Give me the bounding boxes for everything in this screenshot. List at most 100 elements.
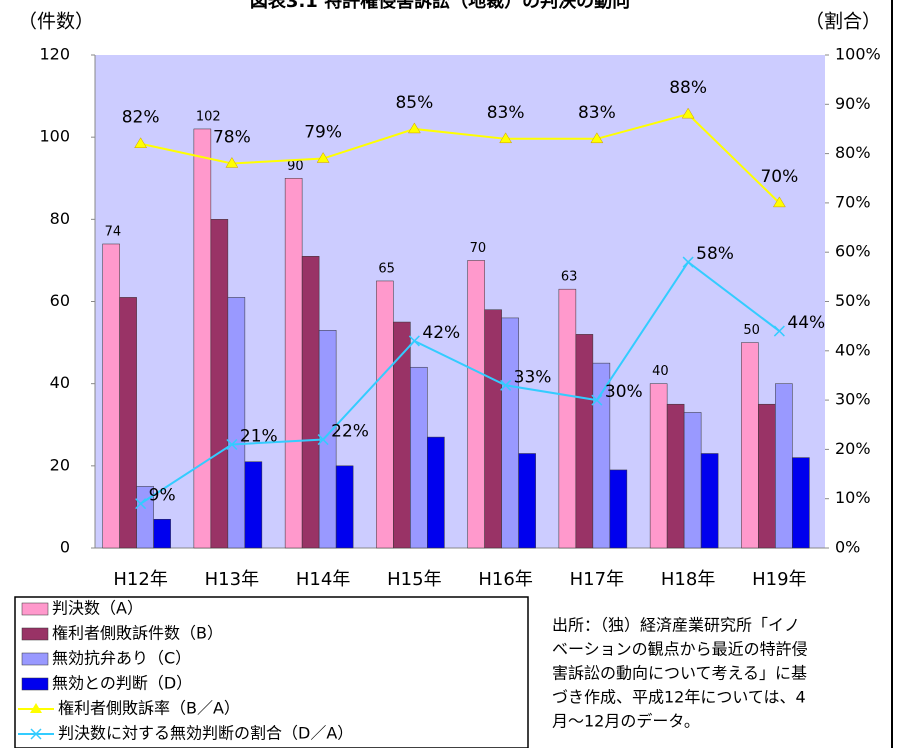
bar [376,280,394,549]
legend-label: 無効抗弁あり（C） [52,649,191,668]
y-axis-label: （件数） [18,11,94,33]
bar [119,297,137,549]
y2-tick-label: 20% [835,439,871,458]
y-tick-label: 60 [50,291,70,310]
bar [210,219,229,549]
y2-tick-label: 100% [835,45,881,64]
data-label: 63 [561,270,578,285]
bar [244,461,263,549]
data-label: 102 [196,109,221,124]
bar [700,453,719,549]
marker [407,122,421,134]
chart-title: 図表3.1 特許権侵害訴訟（地裁）の判決の動向 [250,0,630,12]
legend-marker [30,728,42,740]
data-label: 50 [743,323,760,338]
marker [500,379,512,391]
bar [284,178,303,549]
source-note: づき作成、平成12年については、4 [552,688,806,707]
marker [772,196,786,208]
y-tick-label: 100 [39,127,70,146]
bar [484,309,502,549]
x-tick-label: H17年 [570,569,624,590]
bar [136,486,154,549]
data-label: 70% [760,167,798,187]
y2-tick-label: 70% [835,192,871,211]
y2-tick-label: 10% [835,488,871,507]
data-label: 40 [652,364,669,379]
marker [773,325,785,337]
data-label: 44% [787,313,825,333]
data-label: 74 [105,224,122,239]
bar [683,412,702,549]
source-note: 害訴訟の動向について考える」に基 [552,664,807,683]
data-label: 90 [287,159,304,174]
x-tick-label: H14年 [296,569,350,590]
bar [792,457,810,549]
bar [301,256,320,549]
data-label: 88% [669,78,707,98]
bar [609,469,628,549]
legend-label: 判決数（A） [52,599,143,618]
legend-swatch [21,652,49,666]
data-label: 65 [378,261,395,276]
source-note: ベーションの観点から最近の特許侵 [552,640,808,659]
y-tick-label: 20 [50,455,70,474]
bar [393,321,411,549]
y-tick-label: 0 [60,538,70,557]
y2-tick-label: 90% [835,94,871,113]
x-tick-label: H13年 [205,569,259,590]
y-tick-label: 120 [39,45,70,64]
legend-swatch [21,677,49,691]
legend-label: 無効との判断（D） [52,674,192,693]
bar [467,260,485,549]
bar [775,383,793,549]
data-label: 9% [149,486,176,506]
legend-label: 判決数に対する無効判断の割合（D／A） [58,724,353,743]
marker [225,156,239,168]
source-note: 出所：（独）経済産業研究所「イノ [552,616,800,635]
bar [427,436,445,549]
legend-swatch [21,602,49,616]
bar [741,342,759,549]
y-tick-label: 40 [50,373,70,392]
marker [316,152,330,163]
legend-marker [30,703,42,713]
legend [14,596,529,748]
data-label: 30% [605,382,643,402]
data-label: 70 [470,241,487,256]
marker [408,335,420,347]
y2-tick-label: 0% [835,538,860,557]
data-label: 85% [395,93,433,113]
bar [335,465,354,549]
bar [758,403,776,549]
line [140,113,781,204]
y2-tick-label: 50% [835,291,871,310]
data-label: 83% [578,103,616,123]
y-tick-label: 80 [50,209,70,228]
x-tick-label: H16年 [478,569,532,590]
bar [227,297,246,549]
legend-label: 権利者側敗訴件数（B） [52,624,223,643]
data-label: 82% [122,108,160,128]
bar [592,362,611,549]
y2-tick-label: 40% [835,340,871,359]
marker [682,256,694,268]
y2-tick-label: 60% [835,242,871,261]
marker [135,498,147,510]
bar [102,243,120,549]
data-label: 58% [696,244,734,264]
marker [134,137,148,148]
data-label: 21% [240,426,278,446]
y2-tick-label: 30% [835,390,871,409]
bar [193,128,212,549]
source-note: 月～12月のデータ。 [552,712,700,731]
data-label: 42% [422,323,460,343]
bar [501,317,519,549]
bar [558,288,577,549]
marker [226,438,238,451]
data-label: 33% [514,367,552,387]
y2-axis-label: （割合） [805,11,881,33]
legend-label: 権利者側敗訴率（B／A） [58,699,240,718]
x-tick-label: H15年 [387,569,441,590]
